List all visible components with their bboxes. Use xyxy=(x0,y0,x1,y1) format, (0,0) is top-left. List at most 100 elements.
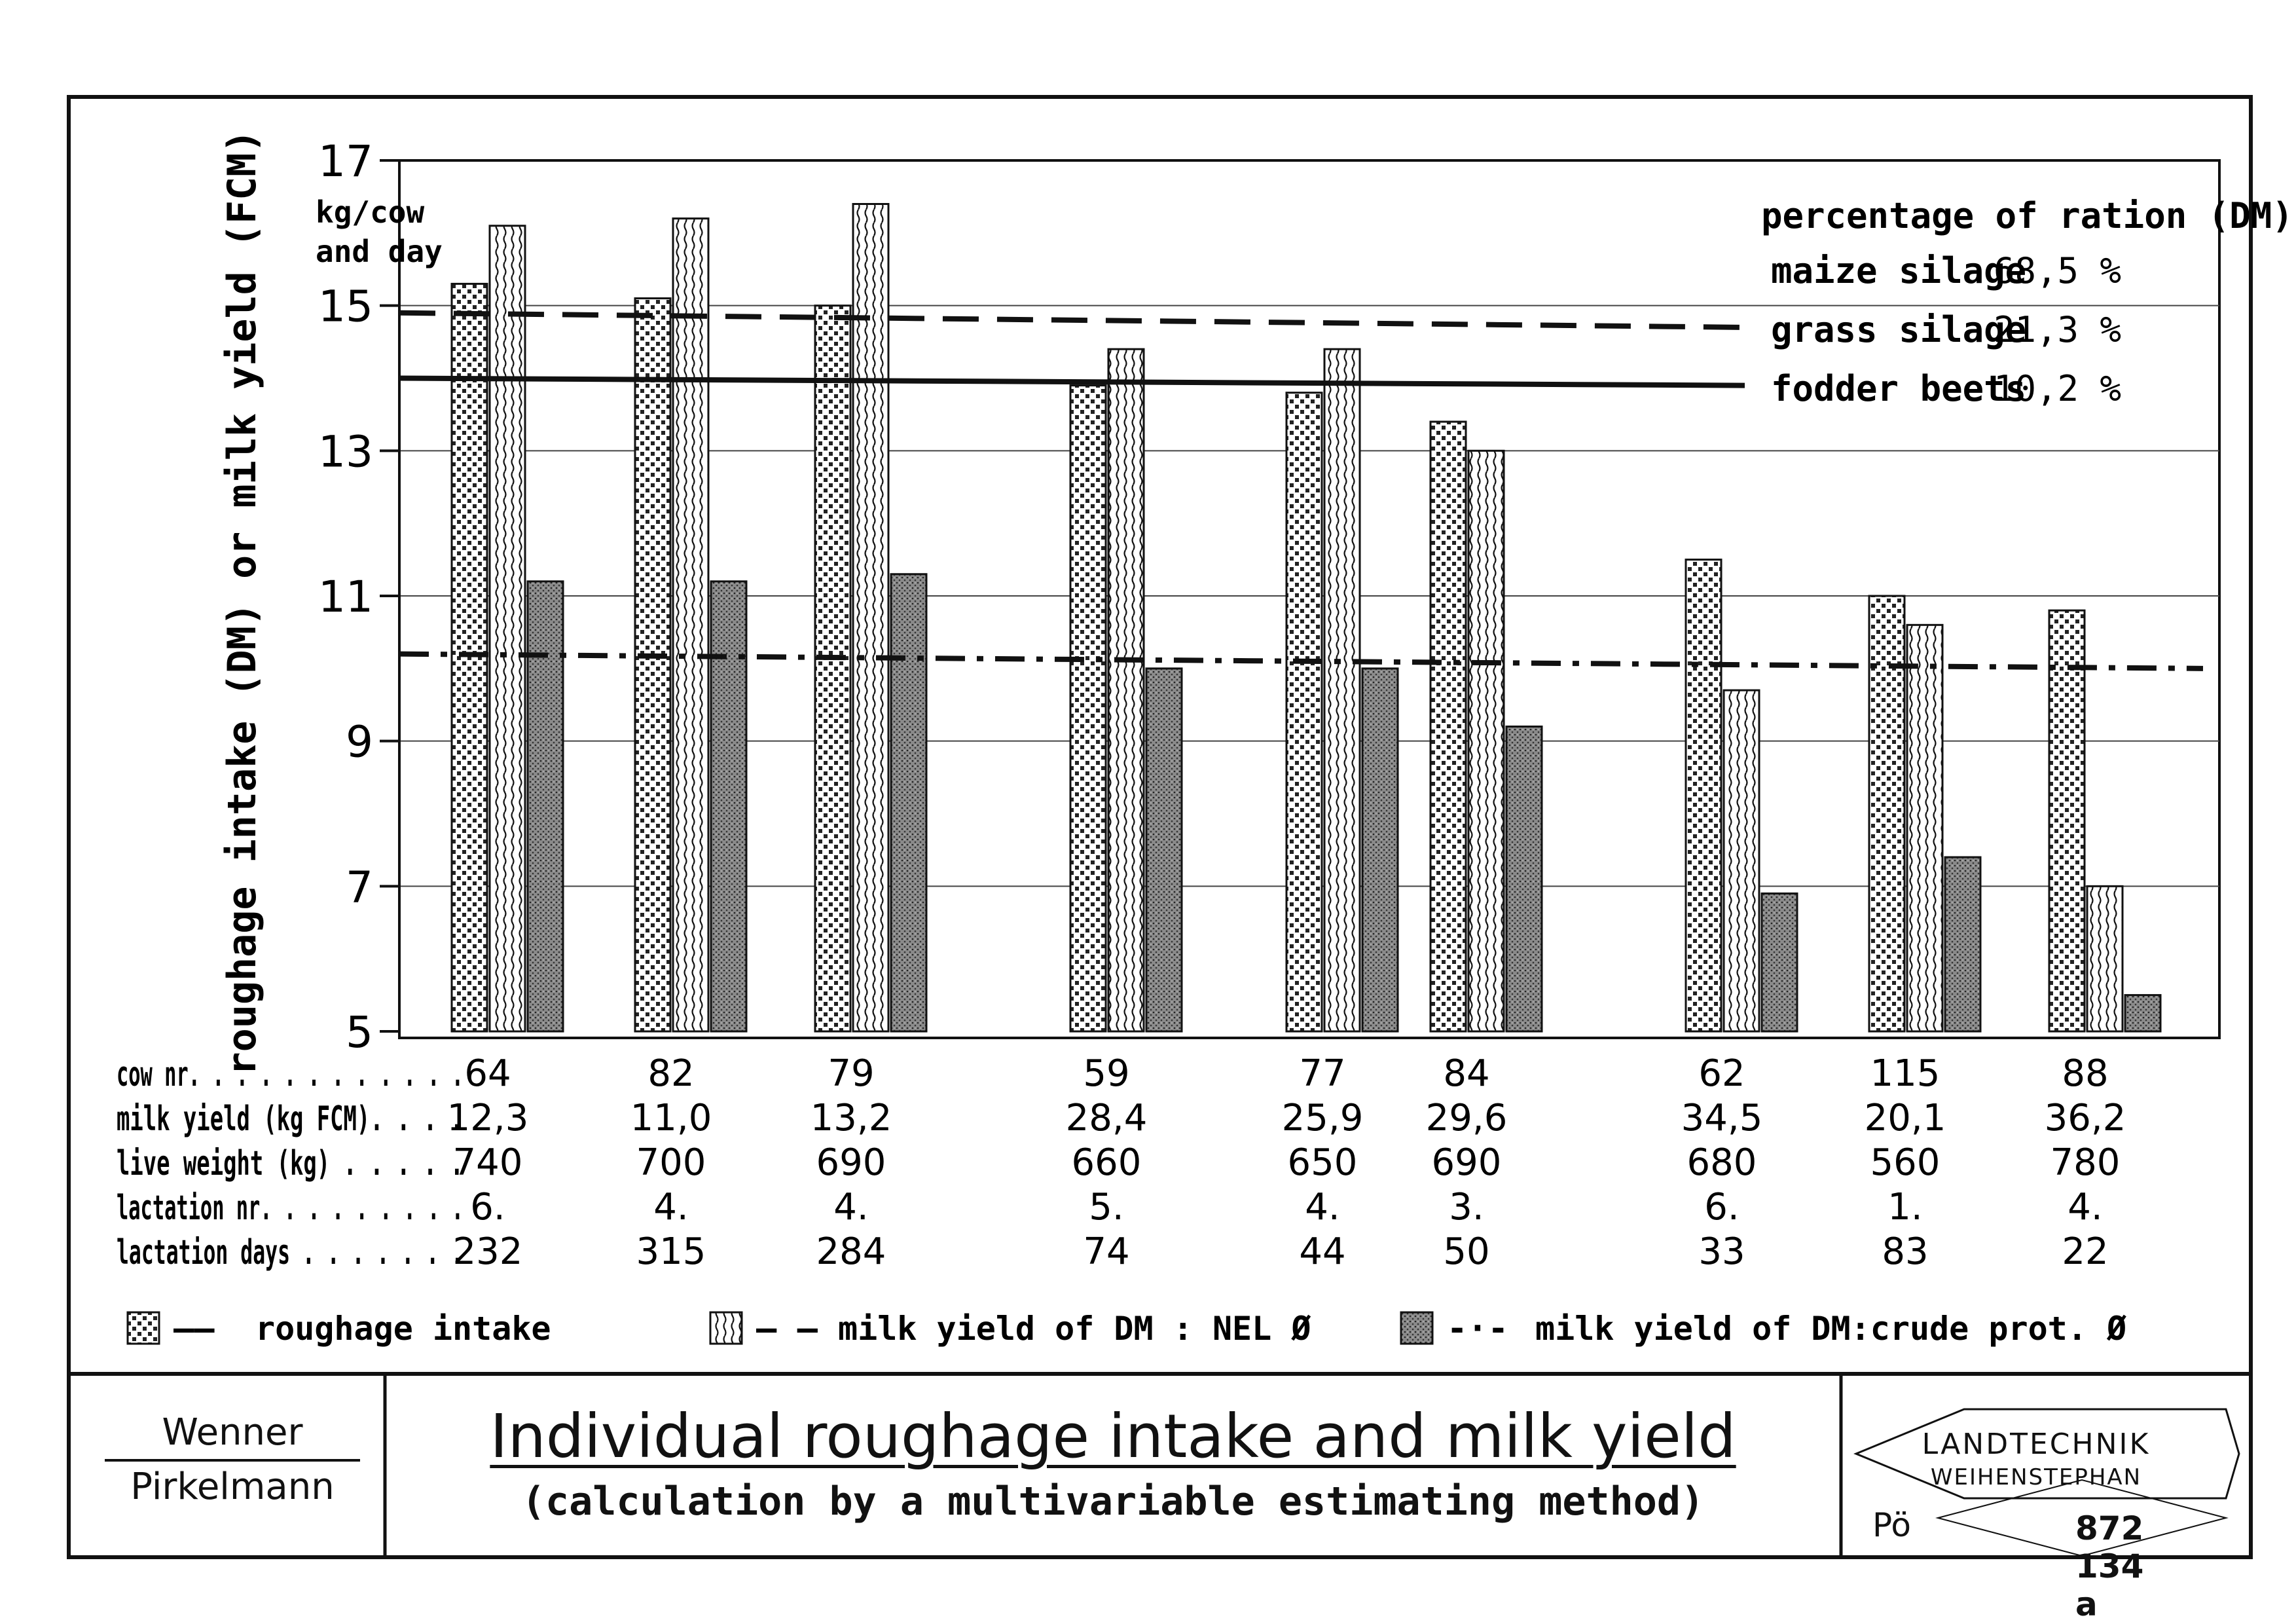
bar-59-series-3 xyxy=(1145,667,1183,1033)
y-tick-label: 9 xyxy=(346,717,373,767)
table-cell: 29,6 xyxy=(1426,1097,1508,1139)
table-cell: 13,2 xyxy=(811,1097,892,1139)
bar-79-series-1 xyxy=(814,304,852,1033)
bar-64-series-2 xyxy=(488,225,526,1033)
table-cell: 62 xyxy=(1698,1052,1745,1095)
bars xyxy=(450,203,2162,1033)
y-axis-title: roughage intake (DM) or milk yield (FCM) xyxy=(219,130,265,1076)
bar-88-series-1 xyxy=(2048,609,2086,1033)
author-pirkelmann: Pirkelmann xyxy=(130,1466,335,1508)
bar-59-series-2 xyxy=(1107,348,1145,1033)
legend-swatch-1 xyxy=(126,1311,160,1345)
table-cell: 34,5 xyxy=(1681,1097,1763,1139)
reference-line-dash-dot xyxy=(399,651,2204,671)
bar-82-series-3 xyxy=(710,580,748,1033)
page-subtitle: (calculation by a multivariable estimati… xyxy=(521,1479,1705,1524)
table-cell: 700 xyxy=(636,1141,706,1184)
table-cell: 680 xyxy=(1687,1141,1757,1184)
ration-value: 68,5 % xyxy=(1994,250,2121,291)
logo-line-2: WEIHENSTEPHAN xyxy=(1930,1464,2142,1490)
table-cell: 315 xyxy=(636,1230,706,1273)
table-cell: 1. xyxy=(1887,1186,1922,1228)
code-left: Pö xyxy=(1872,1506,1911,1544)
bar-88-series-3 xyxy=(2124,994,2162,1033)
bar-84-series-1 xyxy=(1429,420,1467,1033)
table-cell: 740 xyxy=(453,1141,523,1184)
table-cell: 650 xyxy=(1288,1141,1358,1184)
bar-64-series-1 xyxy=(450,282,488,1033)
table-cell: 74 xyxy=(1083,1230,1129,1273)
table-cell: 115 xyxy=(1870,1052,1941,1095)
table-cell: 4. xyxy=(2068,1186,2102,1228)
y-tick-label: 15 xyxy=(318,282,373,332)
legend-label: roughage intake xyxy=(255,1310,551,1348)
table-cell: 33 xyxy=(1698,1230,1745,1273)
y-tick-label: 7 xyxy=(346,862,373,912)
bar-77-series-1 xyxy=(1285,392,1323,1033)
table-cell: 25,9 xyxy=(1282,1097,1364,1139)
reference-line-dashed xyxy=(399,310,1745,330)
table-cell: 232 xyxy=(453,1230,523,1273)
bar-62-series-2 xyxy=(1722,689,1760,1033)
table-cell: 6. xyxy=(1704,1186,1739,1228)
logo-line-1: LANDTECHNIK xyxy=(1922,1428,2151,1461)
y-tick-label: 11 xyxy=(318,572,373,622)
table-cell: 28,4 xyxy=(1066,1097,1148,1139)
legend-swatch-3 xyxy=(1400,1311,1434,1345)
logo-outline xyxy=(1853,1408,2240,1500)
ration-value: 10,2 % xyxy=(1994,368,2121,409)
table-cell: 780 xyxy=(2050,1141,2121,1184)
table-cell: 59 xyxy=(1083,1052,1129,1095)
ration-title: percentage of ration (DM) xyxy=(1761,195,2293,236)
table-cell: 12,3 xyxy=(447,1097,529,1139)
table-cell: 22 xyxy=(2062,1230,2108,1273)
bar-62-series-3 xyxy=(1760,892,1798,1033)
ration-value: 21,3 % xyxy=(1994,309,2121,350)
y-tick-label: 5 xyxy=(346,1007,373,1058)
table-cell: 4. xyxy=(653,1186,688,1228)
bar-77-series-2 xyxy=(1323,348,1361,1033)
table-cell: 4. xyxy=(833,1186,868,1228)
bar-77-series-3 xyxy=(1361,667,1399,1033)
bar-115-series-1 xyxy=(1868,595,1906,1033)
table-cell: 690 xyxy=(1432,1141,1502,1184)
table-cell: 77 xyxy=(1299,1052,1345,1095)
table-cell: 64 xyxy=(464,1052,511,1095)
table-cell: 11,0 xyxy=(630,1097,712,1139)
y-unit-label-2: and day xyxy=(316,234,443,269)
table-cell: 3. xyxy=(1449,1186,1484,1228)
table-row-label: live weight (kg) . . . . . xyxy=(117,1144,464,1183)
table-row-label: lactation days . . . . . . . xyxy=(117,1233,464,1272)
legend-line-marker: —— xyxy=(173,1309,215,1348)
legend: —— roughage intake — — milk yield of DM : N… xyxy=(126,1309,2126,1348)
table-cell: 5. xyxy=(1089,1186,1123,1228)
table-cell: 560 xyxy=(1870,1141,1941,1184)
table-cell: 83 xyxy=(1882,1230,1928,1273)
bar-62-series-1 xyxy=(1685,559,1722,1033)
ration-label: grass silage xyxy=(1771,309,2026,350)
reference-lines xyxy=(399,310,2204,671)
data-table: cow nr. . . . . . . . . . . . 64 82 79 59 77 8… xyxy=(117,1052,2126,1273)
table-cell: 660 xyxy=(1072,1141,1142,1184)
bar-79-series-2 xyxy=(852,203,890,1033)
table-cell: 44 xyxy=(1299,1230,1345,1273)
legend-swatch-2 xyxy=(709,1311,743,1345)
table-row-label: lactation nr. . . . . . . . . xyxy=(117,1189,464,1228)
y-unit-label-1: kg/cow xyxy=(316,194,424,230)
y-tick-label: 13 xyxy=(318,426,373,477)
bar-88-series-2 xyxy=(2086,885,2124,1033)
ration-box: percentage of ration (DM) maize silage68… xyxy=(1761,195,2293,409)
y-axis: 5 7 9 11 13 15 17 xyxy=(318,136,401,1058)
ration-label: fodder beets xyxy=(1771,368,2026,409)
reference-line-solid xyxy=(399,375,1745,388)
table-cell: 79 xyxy=(828,1052,874,1095)
ration-label: maize silage xyxy=(1771,250,2026,291)
logo-diamond xyxy=(1935,1479,2229,1557)
bar-115-series-3 xyxy=(1944,856,1982,1033)
table-cell: 6. xyxy=(470,1186,505,1228)
table-row-label: milk yield (kg FCM). . . . xyxy=(117,1099,464,1139)
author-divider xyxy=(105,1459,360,1462)
bar-82-series-1 xyxy=(634,297,672,1033)
bar-84-series-3 xyxy=(1505,726,1543,1033)
bar-64-series-3 xyxy=(526,580,564,1033)
